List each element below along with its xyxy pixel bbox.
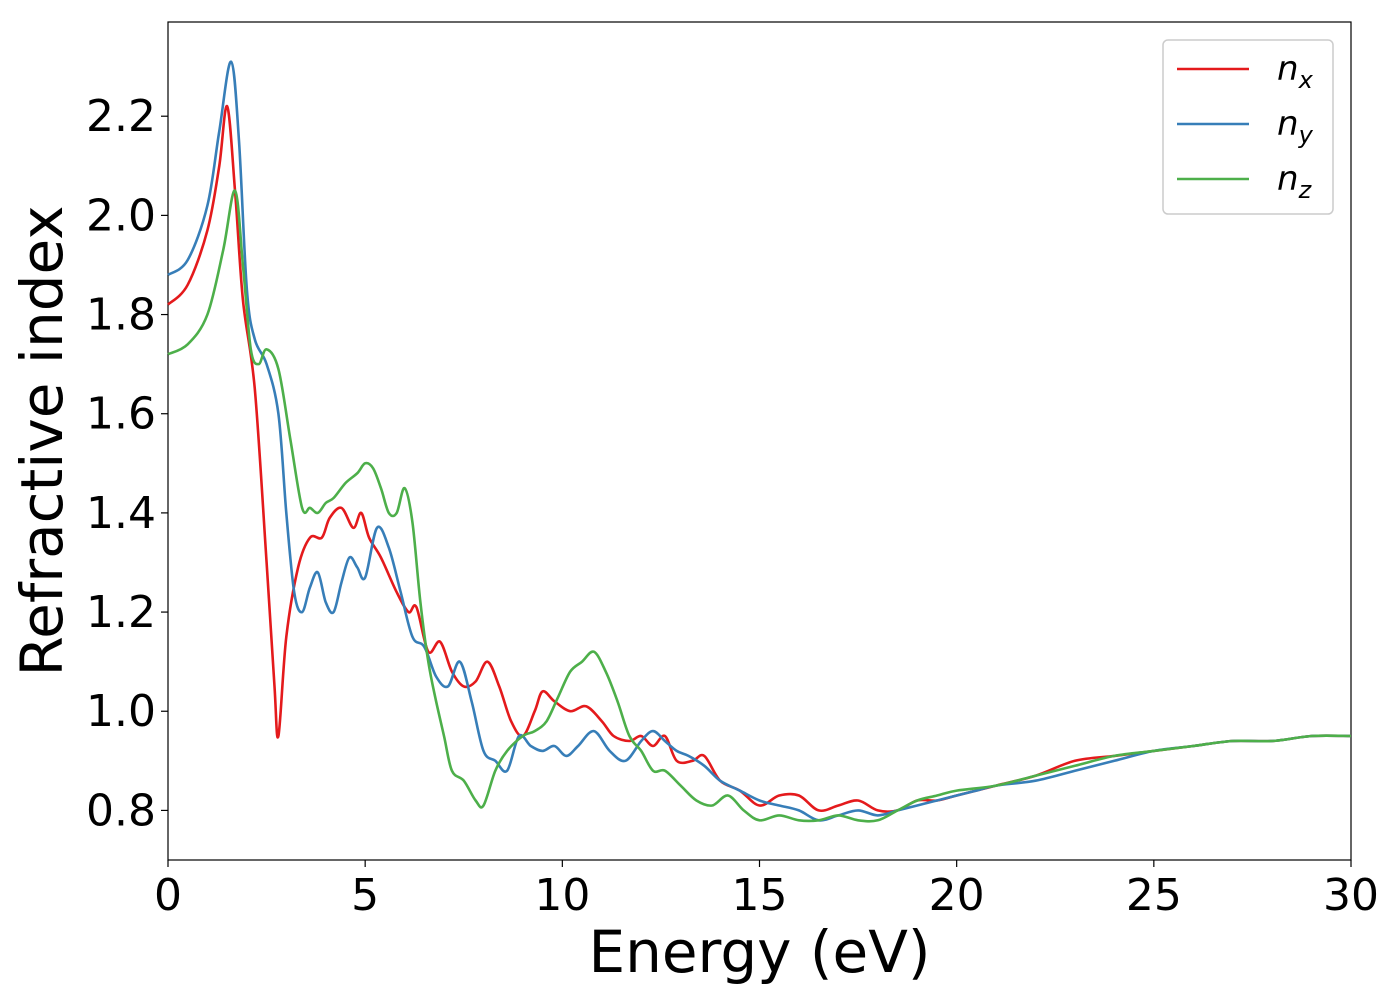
x-tick-label: 25 [1126, 870, 1182, 921]
legend-label-nz: nz [1277, 159, 1313, 204]
x-tick-label: 5 [351, 870, 379, 921]
x-tick-label: 10 [534, 870, 590, 921]
x-tick-label: 15 [732, 870, 788, 921]
x-tick-label: 30 [1323, 870, 1379, 921]
y-axis-ticks: 0.8 1.0 1.2 1.4 1.6 1.8 2.0 2.2 [86, 91, 168, 836]
y-tick-label: 1.0 [86, 686, 156, 737]
series-line-nz [167, 189, 1352, 823]
y-tick-label: 0.8 [86, 785, 156, 836]
x-tick-label: 20 [929, 870, 985, 921]
y-tick-label: 1.2 [86, 587, 156, 638]
x-tick-label: 0 [154, 870, 182, 921]
x-axis-label: Energy (eV) [588, 918, 930, 986]
y-tick-label: 1.8 [86, 290, 156, 341]
y-axis-label: Refractive index [8, 205, 76, 676]
x-axis-ticks: 0 5 10 15 20 25 30 [154, 860, 1379, 921]
y-tick-label: 2.2 [86, 91, 156, 142]
y-tick-label: 2.0 [86, 190, 156, 241]
legend-label-nx: nx [1277, 49, 1314, 94]
legend: nx ny nz [1162, 39, 1334, 215]
series-line-ny [167, 60, 1352, 822]
y-tick-label: 1.4 [86, 488, 156, 539]
series-layer [167, 60, 1352, 823]
y-tick-label: 1.6 [86, 389, 156, 440]
legend-label-ny: ny [1277, 104, 1314, 149]
legend-box [1162, 39, 1334, 215]
